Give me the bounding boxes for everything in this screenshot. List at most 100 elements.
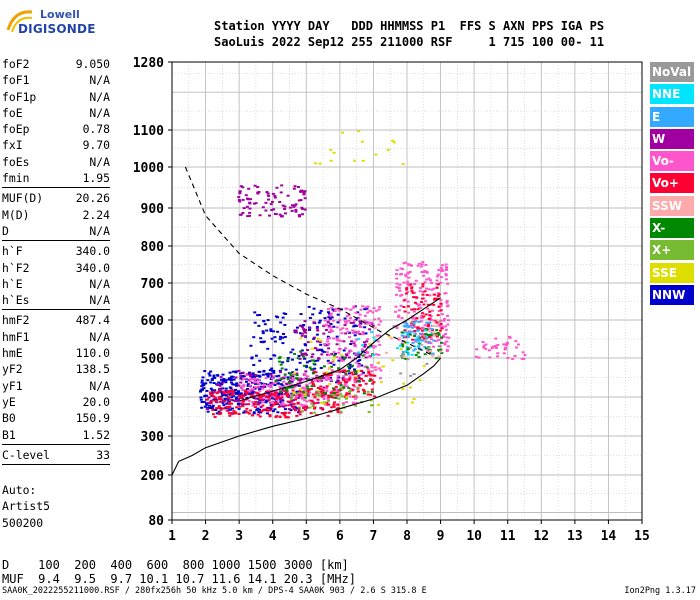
echo-point-nnw: [353, 368, 357, 371]
echo-point-vo+: [227, 405, 231, 408]
echo-point-x-: [370, 390, 374, 393]
legend-item-ssw: SSW: [650, 195, 694, 216]
echo-point-vo-: [301, 396, 305, 399]
echo-point-nnw: [200, 381, 204, 384]
echo-point-w: [279, 371, 283, 374]
echo-point-x+: [300, 410, 304, 413]
echo-point-vo+: [258, 415, 262, 418]
echo-point-vo+: [316, 398, 320, 401]
echo-point-vo-: [440, 325, 444, 328]
echo-point-vo+: [428, 310, 432, 313]
echo-point-vo-: [351, 331, 355, 334]
echo-point-vo-: [422, 327, 426, 330]
header-values: SaoLuis 2022 Sep12 255 211000 RSF 1 715 …: [214, 35, 605, 49]
param-separator: [2, 464, 110, 466]
echo-point-sse: [357, 130, 361, 133]
echo-point-w: [363, 343, 367, 346]
echo-point-w: [296, 186, 300, 189]
echo-point-vo+: [410, 286, 414, 289]
echo-point-vo-: [339, 339, 343, 342]
echo-point-vo+: [223, 400, 227, 403]
echo-point-vo+: [312, 370, 316, 373]
echo-point-vo+: [409, 283, 413, 286]
echo-point-vo-: [481, 340, 485, 343]
x-tick-label: 3: [235, 529, 243, 544]
echo-point-nnw: [312, 307, 316, 310]
echo-point-nnw: [364, 332, 368, 335]
echo-point-nnw: [253, 376, 257, 379]
echo-point-x+: [323, 401, 327, 404]
echo-point-w: [273, 194, 277, 197]
echo-point-vo+: [217, 396, 221, 399]
echo-point-sse: [320, 401, 324, 404]
echo-point-vo+: [286, 400, 290, 403]
echo-point-vo-: [444, 292, 448, 295]
echo-point-w: [269, 203, 273, 206]
echo-point-vo-: [488, 356, 492, 359]
echo-point-vo-: [341, 327, 345, 330]
echo-point-vo-: [504, 343, 508, 346]
echo-point-vo-: [418, 287, 422, 290]
echo-point-nnw: [229, 381, 233, 384]
echo-point-nnw: [302, 324, 306, 327]
muf-table: D 100 200 400 600 800 1000 1500 3000 [km…: [2, 558, 356, 586]
echo-point-nnw: [264, 401, 268, 404]
echo-point-nnw: [252, 411, 256, 414]
echo-point-vo-: [270, 401, 274, 404]
echo-point-x-: [279, 390, 283, 393]
echo-point-vo-: [243, 377, 247, 380]
echo-point-nnw: [231, 375, 235, 378]
echo-point-vo+: [297, 394, 301, 397]
echo-point-vo-: [368, 309, 372, 312]
echo-point-nnw: [278, 338, 282, 341]
echo-point-x+: [340, 395, 344, 398]
echo-point-nnw: [234, 396, 238, 399]
echo-point-w: [294, 329, 298, 332]
echo-point-vo+: [410, 287, 414, 290]
echo-point-nnw: [251, 372, 255, 375]
echo-point-vo-: [257, 379, 261, 382]
echo-point-nnw: [303, 357, 307, 360]
echo-point-nnw: [253, 382, 257, 385]
echo-point-nnw: [319, 343, 323, 346]
echo-point-sse: [354, 375, 358, 378]
echo-point-nnw: [275, 375, 279, 378]
footer-version: Ion2Png 1.3.17: [624, 586, 696, 596]
echo-point-vo+: [215, 392, 219, 395]
legend-item-xplus: X+: [650, 240, 694, 261]
echo-point-vo-: [348, 375, 352, 378]
echo-point-vo+: [227, 396, 231, 399]
echo-point-w: [271, 200, 275, 203]
echo-point-vo-: [493, 344, 497, 347]
echo-point-nnw: [320, 348, 324, 351]
echo-point-nnw: [250, 376, 254, 379]
echo-point-vo-: [335, 337, 339, 340]
echo-point-x-: [280, 367, 284, 370]
echo-point-nnw: [281, 399, 285, 402]
param-value: N/A: [89, 378, 110, 393]
echo-point-vo-: [264, 377, 268, 380]
param-row: hmF2 487.4: [2, 312, 110, 328]
echo-point-nnw: [230, 396, 234, 399]
echo-point-x-: [347, 387, 351, 390]
echo-point-x-: [307, 378, 311, 381]
echo-point-sse: [329, 159, 333, 162]
echo-point-vo-: [442, 317, 446, 320]
echo-point-nnw: [228, 392, 232, 395]
echo-point-nnw: [199, 398, 203, 401]
echo-point-w: [370, 322, 374, 325]
echo-point-sse: [318, 162, 322, 165]
echo-point-vo-: [323, 319, 327, 322]
echo-point-vo-: [345, 385, 349, 388]
echo-point-nnw: [358, 359, 362, 362]
echo-point-nnw: [209, 381, 213, 384]
echo-point-w: [303, 190, 307, 193]
echo-point-x+: [340, 387, 344, 390]
echo-point-vo+: [230, 402, 234, 405]
echo-point-nnw: [331, 308, 335, 311]
echo-point-nnw: [254, 354, 258, 357]
echo-point-vo+: [302, 407, 306, 410]
echo-point-vo-: [424, 300, 428, 303]
echo-point-vo-: [324, 378, 328, 381]
echo-point-x-: [428, 348, 432, 351]
